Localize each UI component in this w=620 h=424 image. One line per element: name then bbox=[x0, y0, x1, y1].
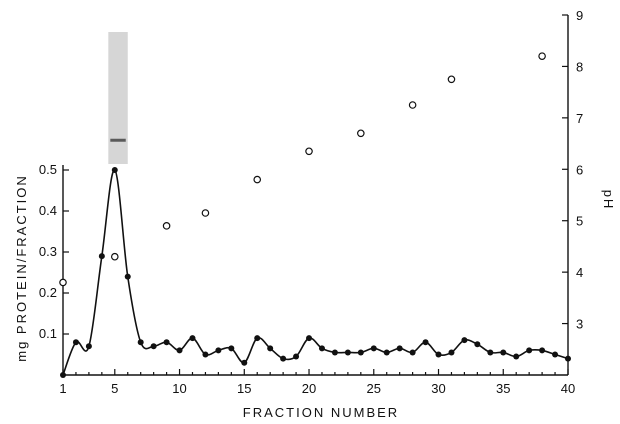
protein-point bbox=[124, 273, 131, 280]
protein-point bbox=[539, 347, 546, 354]
x-tick-label: 35 bbox=[496, 381, 510, 396]
data-series bbox=[59, 52, 571, 378]
protein-point bbox=[228, 345, 235, 352]
protein-point bbox=[176, 347, 183, 354]
protein-point bbox=[565, 355, 571, 362]
protein-point bbox=[60, 372, 66, 378]
y-axis-title: mg PROTEIN/FRACTION bbox=[14, 174, 29, 362]
y2-tick-label: 4 bbox=[576, 265, 583, 280]
ph-point bbox=[408, 101, 417, 109]
ph-point bbox=[59, 278, 67, 287]
y-tick-label: 0.3 bbox=[39, 244, 57, 259]
y2-axis-title: pH bbox=[601, 190, 616, 211]
ph-point bbox=[253, 175, 262, 184]
protein-point bbox=[72, 339, 79, 346]
y-tick-label: 0.4 bbox=[39, 203, 57, 218]
y2-tick-label: 3 bbox=[576, 317, 583, 332]
protein-point bbox=[487, 349, 494, 356]
protein-point bbox=[383, 349, 390, 356]
tick-marks bbox=[62, 14, 569, 375]
protein-point bbox=[98, 253, 105, 260]
gel-band bbox=[110, 138, 126, 142]
x-tick-label: 25 bbox=[367, 381, 381, 396]
protein-point bbox=[461, 337, 468, 344]
x-tick-label: 1 bbox=[59, 381, 66, 396]
protein-point bbox=[500, 349, 507, 356]
y2-tick-label: 6 bbox=[576, 162, 583, 177]
gel-lane-inset bbox=[108, 32, 128, 164]
gel-lane bbox=[108, 32, 128, 164]
x-tick-label: 30 bbox=[431, 381, 445, 396]
protein-point bbox=[163, 339, 170, 346]
y2-tick-label: 9 bbox=[576, 8, 583, 23]
protein-point bbox=[202, 351, 209, 358]
axes bbox=[62, 15, 569, 376]
protein-point bbox=[150, 343, 157, 350]
protein-point bbox=[189, 335, 196, 342]
protein-point bbox=[85, 343, 92, 350]
ph-point bbox=[305, 147, 313, 156]
protein-point bbox=[448, 349, 455, 356]
protein-point bbox=[267, 345, 274, 352]
x-tick-label: 10 bbox=[172, 381, 186, 396]
protein-point bbox=[409, 349, 416, 356]
ph-point bbox=[538, 52, 546, 60]
protein-point bbox=[111, 167, 118, 173]
protein-point bbox=[215, 347, 222, 354]
protein-point bbox=[318, 345, 325, 352]
protein-point bbox=[526, 347, 533, 354]
protein-point bbox=[137, 339, 144, 346]
protein-point bbox=[241, 359, 248, 366]
ph-point bbox=[357, 129, 365, 138]
protein-point bbox=[280, 355, 287, 362]
x-axis-title: FRACTION NUMBER bbox=[243, 405, 399, 420]
y2-tick-label: 7 bbox=[576, 111, 583, 126]
y-tick-label: 0.1 bbox=[39, 326, 57, 341]
protein-point bbox=[331, 349, 338, 356]
protein-point bbox=[293, 353, 300, 360]
protein-point bbox=[513, 353, 520, 360]
protein-point bbox=[344, 349, 351, 356]
x-tick-label: 40 bbox=[561, 381, 575, 396]
y-tick-label: 0.5 bbox=[39, 162, 57, 177]
ph-point bbox=[201, 209, 210, 217]
y2-tick-label: 8 bbox=[576, 59, 583, 74]
protein-point bbox=[552, 351, 559, 358]
x-tick-label: 20 bbox=[302, 381, 316, 396]
y-tick-label: 0.2 bbox=[39, 285, 57, 300]
ph-point bbox=[447, 75, 456, 84]
protein-point bbox=[306, 335, 313, 342]
protein-point bbox=[396, 345, 403, 352]
protein-point bbox=[474, 341, 481, 348]
protein-point bbox=[357, 349, 364, 356]
protein-point bbox=[435, 351, 442, 358]
ph-point bbox=[162, 222, 171, 230]
x-tick-label: 15 bbox=[237, 381, 251, 396]
y2-tick-label: 5 bbox=[576, 214, 583, 229]
protein-point bbox=[254, 335, 261, 342]
ph-point bbox=[110, 252, 119, 261]
protein-point bbox=[370, 345, 377, 352]
protein-point bbox=[422, 339, 429, 346]
x-tick-label: 5 bbox=[111, 381, 118, 396]
